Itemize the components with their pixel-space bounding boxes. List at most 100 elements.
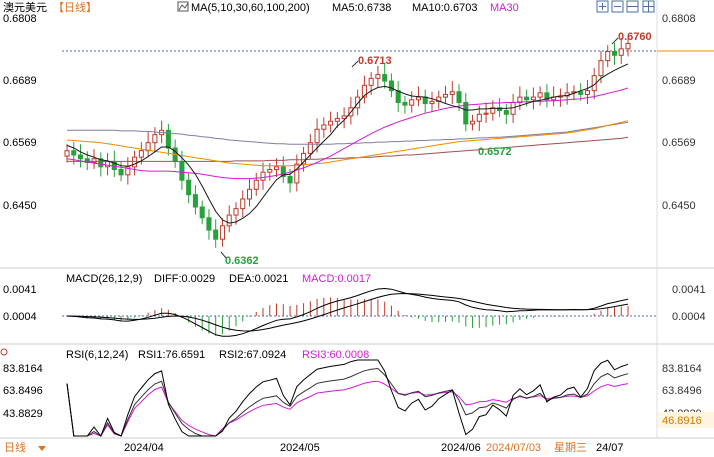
period-label: 【日线】	[53, 0, 97, 14]
ma5-value: MA5:0.6738	[332, 2, 391, 14]
candle-body	[375, 74, 381, 79]
candle-body	[105, 160, 111, 168]
candle-body	[125, 166, 131, 176]
candle-body	[84, 158, 90, 164]
left-axis-label: 0.6689	[3, 75, 37, 87]
right-axis-label: 0.6808	[662, 13, 696, 25]
candle-body	[301, 152, 307, 165]
candle-body	[240, 198, 246, 210]
candle-body	[456, 91, 462, 103]
candle-body	[361, 84, 367, 98]
rsi-axis-label: 63.8496	[662, 385, 702, 397]
grid-icon[interactable]	[642, 0, 655, 13]
candle-body	[463, 101, 469, 125]
ma10-line	[66, 63, 629, 224]
candle-body	[605, 51, 611, 62]
ma200-line	[67, 136, 629, 162]
candle-body	[415, 96, 421, 101]
candle-body	[226, 214, 232, 227]
candle-body	[132, 156, 138, 168]
macd-axis-label: 0.0004	[672, 311, 706, 323]
grid-minus-icon[interactable]	[611, 0, 624, 13]
ma100-line	[67, 121, 629, 145]
candle-body	[618, 48, 624, 56]
macd-axis-label: 0.0041	[672, 284, 706, 296]
candle-body	[490, 107, 496, 114]
candle-body	[186, 179, 192, 196]
candle-body	[206, 217, 212, 231]
candle-body	[280, 166, 286, 177]
date-label: 2024/06	[441, 442, 481, 454]
candle-body	[409, 99, 415, 106]
rsi-label: RSI(6,12,24)	[66, 349, 128, 361]
candle-body	[267, 168, 273, 173]
rsi2-value: RSI2:67.0924	[219, 349, 286, 361]
macd-dea-line	[66, 292, 629, 332]
high-annotation: 0.6713	[358, 55, 392, 67]
candle-body	[355, 96, 361, 109]
candle-body	[138, 150, 144, 158]
rsi-axis-label: 83.8164	[662, 363, 702, 375]
candle-body	[307, 142, 313, 154]
last-annotation: 0.6760	[618, 31, 652, 43]
candle-body	[483, 112, 489, 115]
candle-body	[145, 142, 151, 152]
macd-diff: DIFF:0.0029	[154, 273, 215, 285]
grid-plus-icon[interactable]	[596, 0, 609, 13]
rsi-axis-label: 83.8164	[3, 363, 43, 375]
panel-icon[interactable]	[626, 0, 639, 13]
settings-icon[interactable]	[0, 348, 8, 356]
candles-group	[64, 35, 631, 248]
candle-body	[625, 42, 631, 50]
candle-body	[165, 129, 171, 149]
cursor-date: 2024/07/03	[486, 442, 541, 454]
last-annotation-pointer	[611, 37, 619, 45]
left-axis-label: 0.6450	[3, 200, 37, 212]
candle-body	[179, 160, 185, 181]
candle-body	[287, 175, 293, 184]
ma60-line	[66, 120, 629, 167]
candle-body	[91, 158, 97, 164]
rsi1-line	[66, 359, 629, 438]
candle-body	[382, 74, 388, 82]
candle-body	[77, 154, 84, 160]
candle-body	[246, 188, 253, 200]
ma30-label: MA30	[490, 2, 519, 14]
candle-body	[213, 229, 219, 240]
ma30-line	[66, 87, 629, 180]
left-axis-label: 0.6569	[3, 137, 37, 149]
candle-body	[476, 113, 482, 122]
macd-dea: DEA:0.0021	[229, 273, 288, 285]
candle-body	[152, 134, 158, 144]
rsi3-value: RSI3:60.0008	[302, 349, 369, 361]
low-annotation: 0.6362	[225, 255, 259, 267]
macd-diff-line	[66, 287, 629, 337]
candle-body	[422, 96, 428, 105]
ma-lines-group	[66, 63, 629, 224]
midlow-annotation: 0.6572	[478, 146, 512, 158]
macd-label: MACD(26,12,9)	[66, 273, 142, 285]
candle-body	[192, 194, 198, 208]
candle-body	[578, 91, 584, 95]
ma-toggle-icon[interactable]	[177, 1, 189, 12]
candle-body	[537, 92, 543, 98]
candle-body	[98, 158, 104, 168]
candle-body	[388, 80, 394, 92]
footer-period: 日线	[4, 440, 26, 454]
date-label: 2024/05	[280, 442, 320, 454]
candle-body	[253, 179, 259, 190]
candle-body	[395, 90, 401, 103]
rsi3-line	[66, 380, 629, 437]
candle-body	[199, 206, 205, 219]
cursor-weekday: 星期三	[554, 441, 587, 454]
candle-body	[611, 51, 618, 56]
candle-body	[321, 124, 327, 130]
rsi-axis-label: 63.8496	[3, 385, 43, 397]
period-dropdown-icon[interactable]	[38, 446, 46, 451]
candle-body	[544, 92, 550, 101]
candle-body	[118, 168, 124, 176]
candle-body	[274, 166, 280, 170]
candle-body	[368, 77, 374, 86]
rsi1-value: RSI1:76.6591	[138, 349, 205, 361]
